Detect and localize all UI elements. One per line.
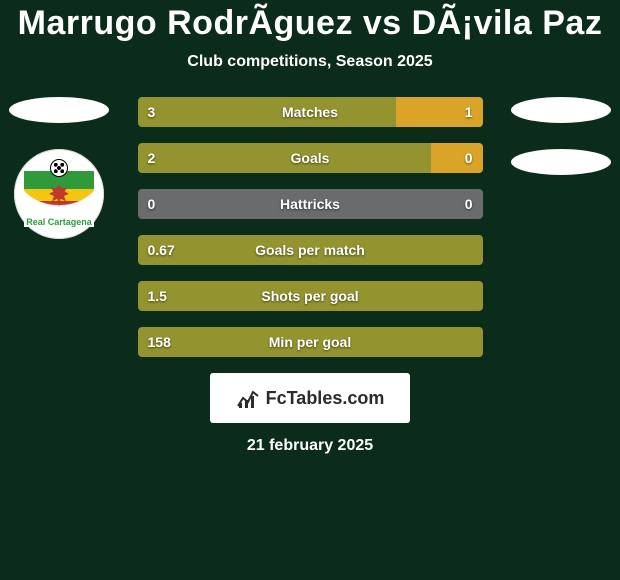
bar-segment-right [431, 143, 483, 173]
club-badge-graphic: Real Cartagena [24, 159, 94, 229]
bar-segment-left [138, 143, 431, 173]
stat-row: 3 1 Matches [138, 97, 483, 127]
stat-value-right: 0 [465, 150, 473, 166]
stat-value-left: 2 [148, 150, 156, 166]
subtitle: Club competitions, Season 2025 [0, 53, 620, 71]
branding-box: FcTables.com [210, 373, 410, 423]
left-player-col: Real Cartagena [4, 97, 114, 239]
stat-value-left: 1.5 [148, 288, 167, 304]
stat-row: 1.5 Shots per goal [138, 281, 483, 311]
stat-row: 2 0 Goals [138, 143, 483, 173]
stat-label: Shots per goal [261, 288, 358, 304]
stat-value-left: 158 [148, 334, 171, 350]
stat-value-left: 3 [148, 104, 156, 120]
player-ellipse-right-1 [511, 97, 611, 123]
card: Marrugo RodrÃ­guez vs DÃ¡vila Paz Club c… [0, 0, 620, 580]
player-ellipse-left [9, 97, 109, 123]
stat-value-right: 1 [465, 104, 473, 120]
stat-label: Matches [282, 104, 338, 120]
stats-bars: 3 1 Matches 2 0 Goals 0 0 Hattricks 0.67 Goals per… [138, 97, 483, 357]
fctables-icon [236, 386, 260, 410]
branding-label: FcTables.com [266, 388, 385, 409]
stat-row: 0.67 Goals per match [138, 235, 483, 265]
stat-label: Goals per match [255, 242, 365, 258]
page-title: Marrugo RodrÃ­guez vs DÃ¡vila Paz [0, 0, 620, 43]
body-row: Real Cartagena 3 1 Matches 2 0 Goals 0 0 Hattric… [0, 97, 620, 357]
bar-segment-left [138, 97, 397, 127]
stat-value-left: 0.67 [148, 242, 175, 258]
stat-label: Goals [291, 150, 330, 166]
stat-row: 0 0 Hattricks [138, 189, 483, 219]
stat-value-right: 0 [465, 196, 473, 212]
stat-label: Min per goal [269, 334, 351, 350]
player-ellipse-right-2 [511, 149, 611, 175]
stat-value-left: 0 [148, 196, 156, 212]
stat-label: Hattricks [280, 196, 340, 212]
club-name-label: Real Cartagena [24, 217, 94, 227]
stat-row: 158 Min per goal [138, 327, 483, 357]
soccer-ball-icon [50, 159, 68, 177]
footer-date: 21 february 2025 [0, 437, 620, 455]
right-player-col [506, 97, 616, 175]
club-badge-left: Real Cartagena [14, 149, 104, 239]
